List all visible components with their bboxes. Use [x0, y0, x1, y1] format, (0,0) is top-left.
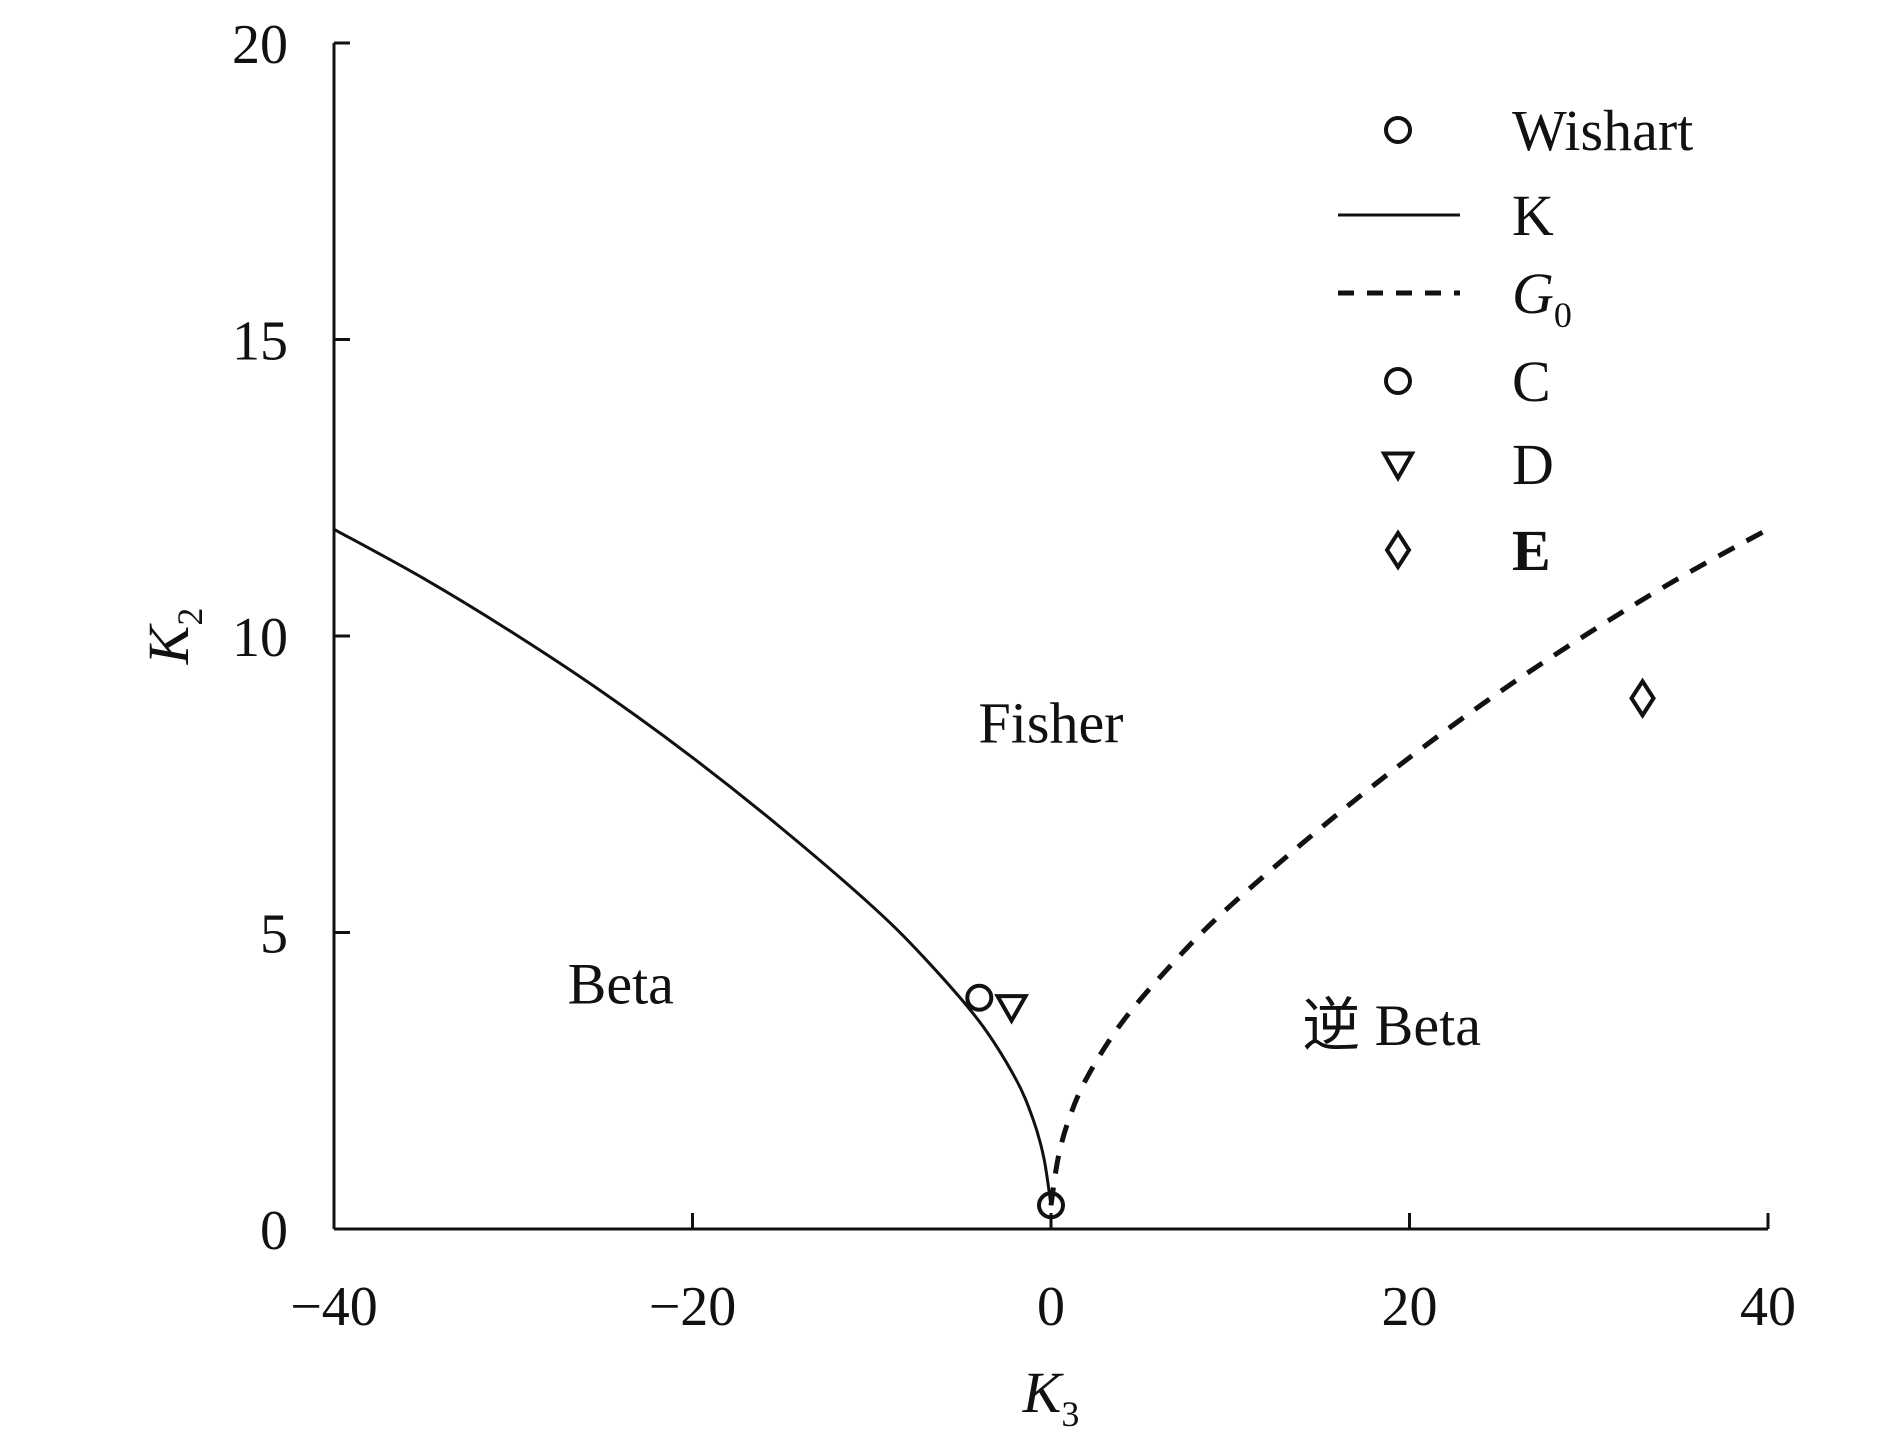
y-tick-label: 15: [232, 311, 288, 373]
region-labels: Fisher Beta 逆 Beta: [568, 691, 1481, 1058]
x-tick-label: 20: [1382, 1276, 1438, 1338]
legend-label-k: K: [1512, 183, 1554, 248]
legend: Wishart K G0 CDE: [1338, 98, 1693, 583]
legend-swatch-d: [1380, 451, 1416, 483]
axes: K3 K2: [136, 43, 1768, 1434]
legend-label-e: E: [1512, 518, 1551, 583]
y-tick-label: 5: [260, 904, 288, 966]
series-line-g0: [1048, 527, 1770, 1206]
legend-swatch-wishart: [1384, 116, 1412, 144]
tick-marks: −40 −20 0 20 40 0 5 10 15 20: [232, 14, 1796, 1338]
legend-label-wishart: Wishart: [1512, 98, 1693, 163]
series-line-k: [333, 527, 1053, 1206]
data-series: [333, 527, 1770, 1220]
y-tick-label: 10: [232, 607, 288, 669]
x-tick-label: 0: [1037, 1276, 1065, 1338]
y-tick-label: 0: [260, 1200, 288, 1262]
legend-label-g0: G0: [1512, 261, 1572, 335]
data-point-d: [994, 994, 1030, 1025]
legend-label-d: D: [1512, 432, 1554, 497]
x-tick-label: 40: [1740, 1276, 1796, 1338]
x-tick-label: −20: [649, 1276, 737, 1338]
legend-label-c: C: [1512, 349, 1551, 414]
region-label: Beta: [568, 952, 674, 1017]
data-point-c: [965, 983, 994, 1012]
region-label: Fisher: [979, 691, 1124, 756]
y-tick-label: 20: [232, 14, 288, 76]
region-label: 逆 Beta: [1302, 993, 1481, 1058]
x-tick-label: −40: [290, 1276, 378, 1338]
legend-swatch-c: [1384, 367, 1412, 395]
data-point-e: [1629, 677, 1656, 719]
legend-swatch-e: [1384, 529, 1412, 571]
y-axis-label: K2: [136, 608, 210, 666]
x-axis-label: K3: [1022, 1360, 1080, 1434]
